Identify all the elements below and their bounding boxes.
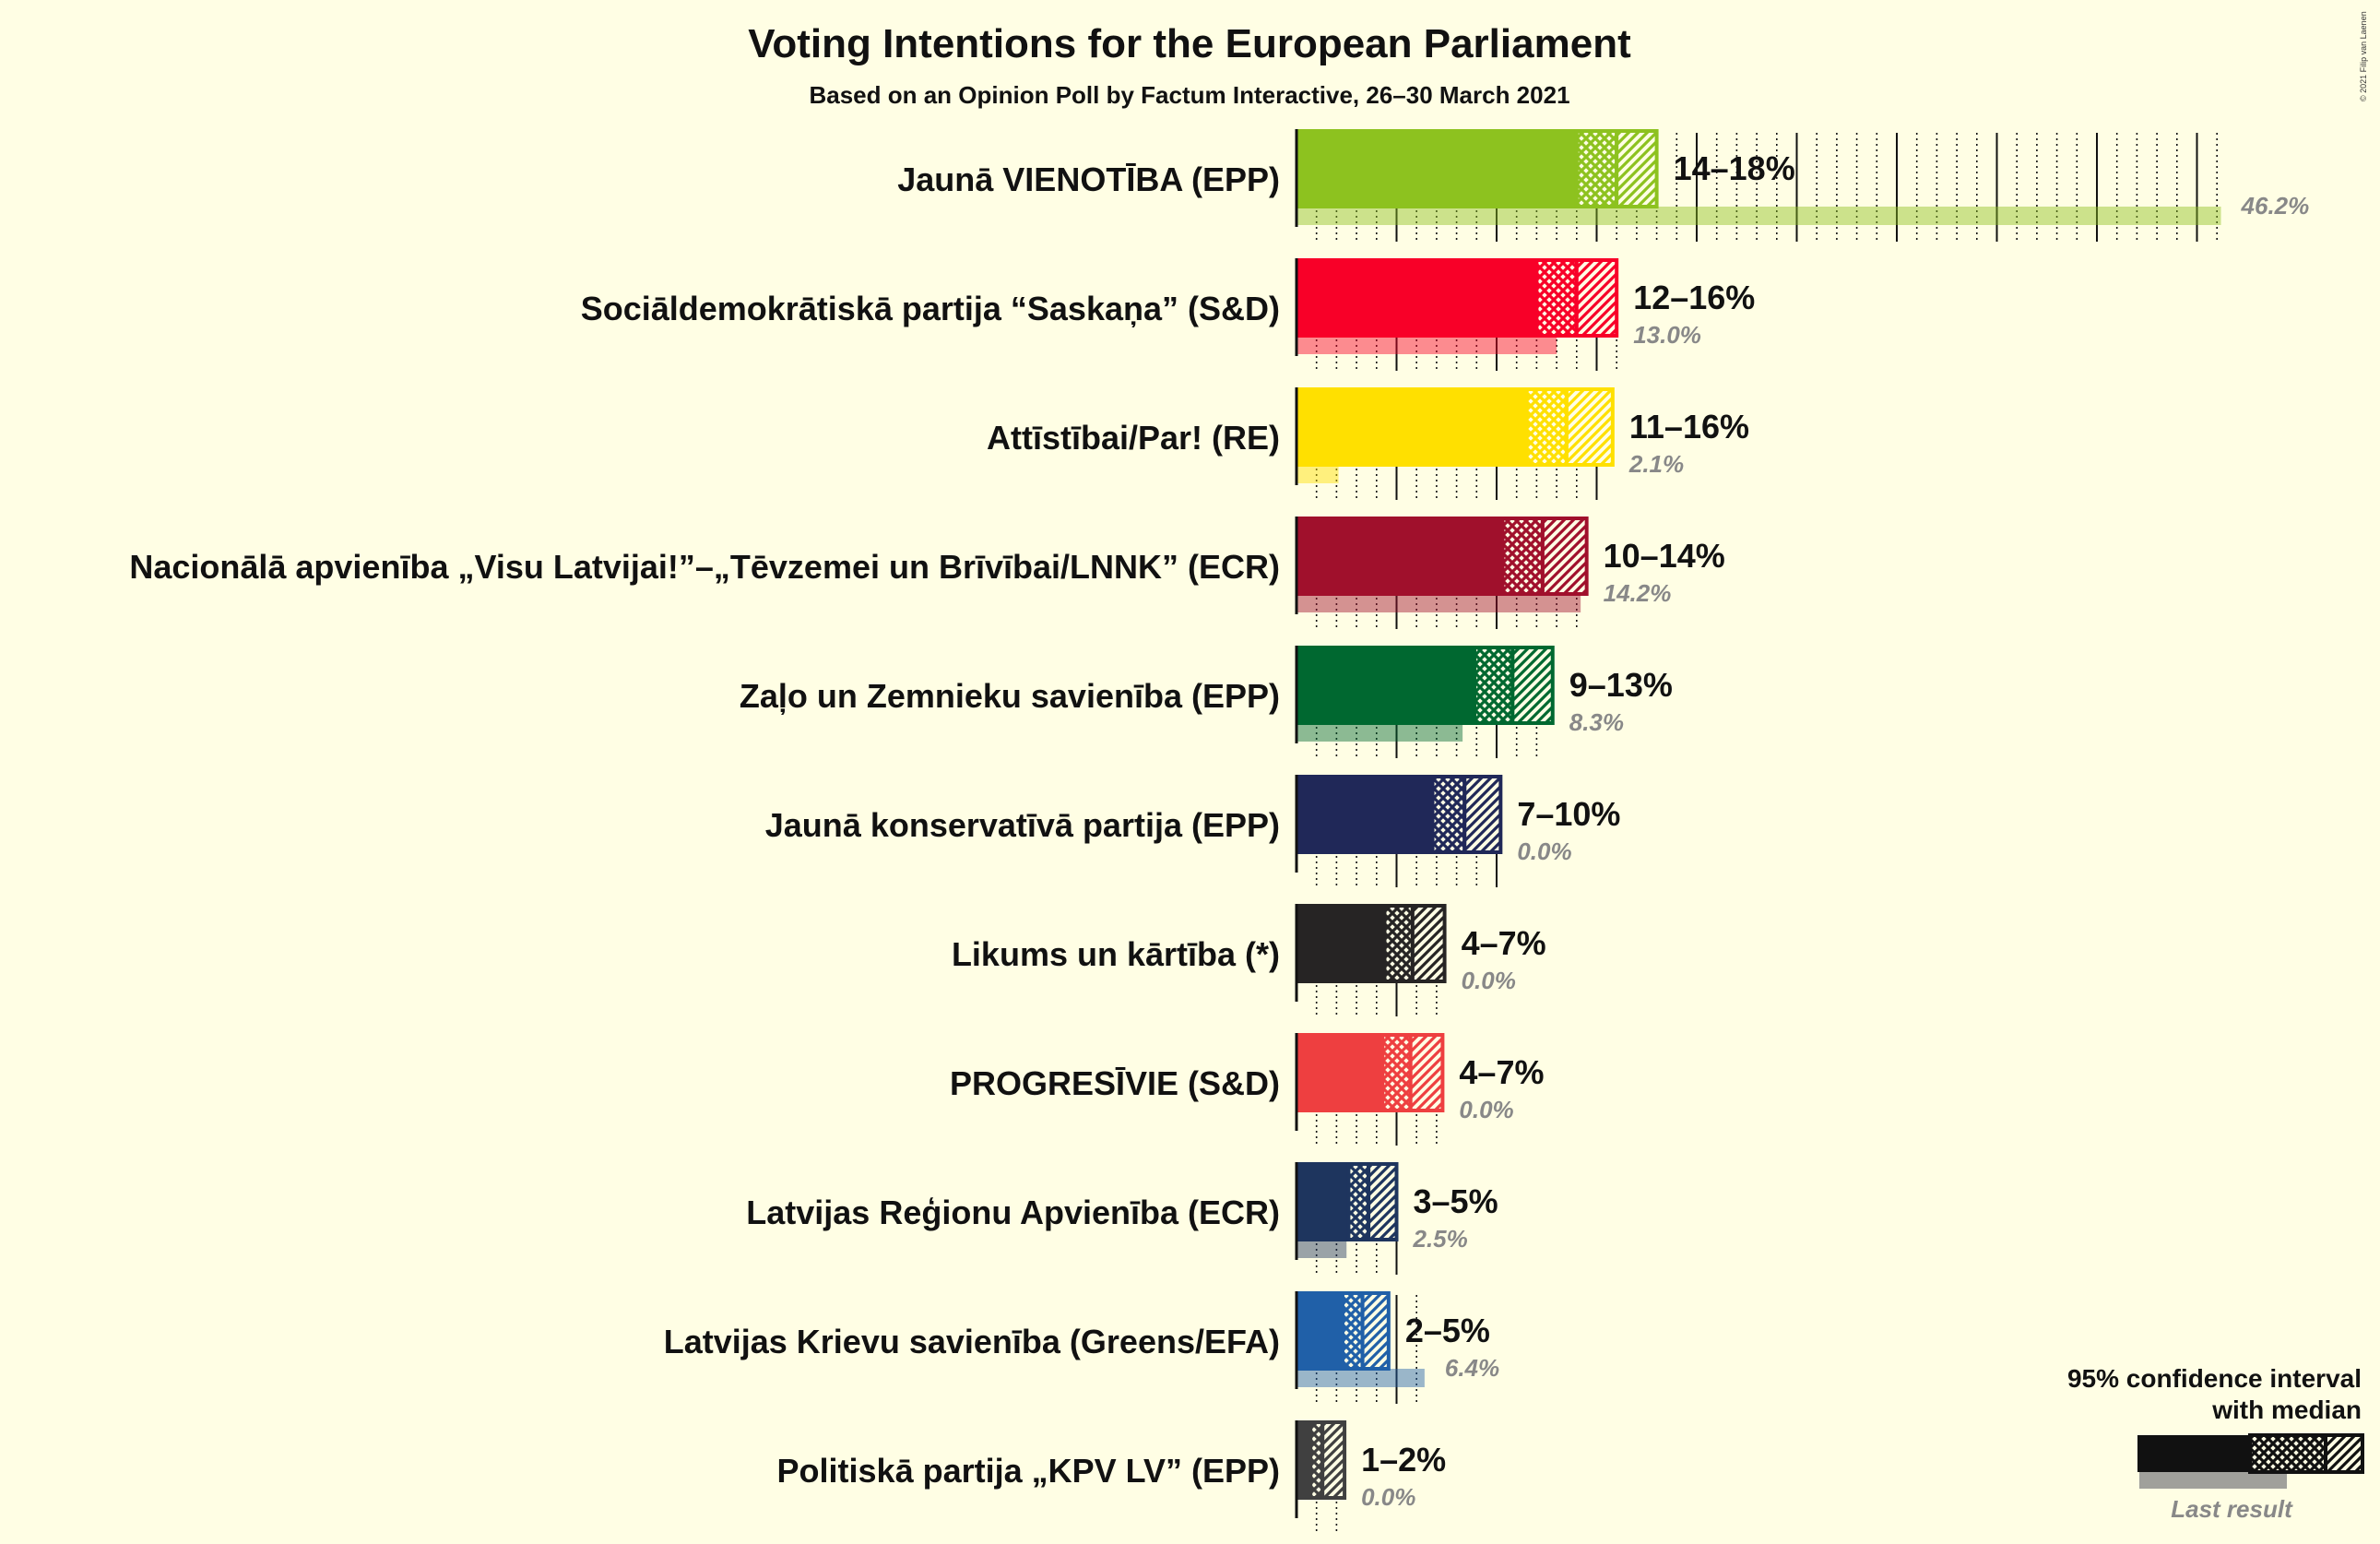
bar-solid (1297, 517, 1503, 596)
copyright: © 2021 Filip van Laenen (2359, 11, 2368, 101)
range-label: 2–5% (1405, 1312, 1490, 1349)
party-label: Jaunā VIENOTĪBA (EPP) (897, 160, 1280, 198)
last-result-label: 8.3% (1569, 708, 1624, 736)
legend-bar-hatch (2324, 1433, 2364, 1474)
party-label: Latvijas Krievu savienība (Greens/EFA) (664, 1323, 1280, 1360)
legend-last-bar (2139, 1472, 2287, 1489)
party-label: Latvijas Reģionu Apvienība (ECR) (746, 1194, 1280, 1231)
chart-title: Voting Intentions for the European Parli… (748, 21, 1631, 66)
bar-ci-upper (1462, 775, 1503, 854)
last-result-bar (1297, 723, 1463, 742)
party-row: Politiskā partija „KPV LV” (EPP) 1–2% 0.0% (777, 1420, 1446, 1533)
bar-solid (1297, 129, 1577, 208)
bar-solid (1297, 904, 1385, 983)
bar-ci-lower (1473, 646, 1515, 725)
legend-bar-cross (2248, 1433, 2327, 1474)
last-result-label: 0.0% (1459, 1096, 1513, 1123)
legend-last-result: Last result (2171, 1495, 2293, 1523)
party-label: Jaunā konservatīvā partija (EPP) (765, 806, 1280, 844)
range-label: 9–13% (1569, 666, 1673, 704)
party-row: PROGRESĪVIE (S&D) 4–7% 0.0% (950, 1033, 1544, 1146)
last-result-label: 14.2% (1604, 579, 1672, 607)
party-label: Zaļo un Zemnieku savienība (EPP) (740, 677, 1280, 715)
party-row: Nacionālā apvienība „Visu Latvijai!”–„Tē… (129, 517, 1725, 629)
party-row: Sociāldemokrātiskā partija “Saskaņa” (S&… (581, 258, 1755, 371)
party-label: Politiskā partija „KPV LV” (EPP) (777, 1452, 1280, 1490)
last-result-bar (1297, 207, 2221, 225)
bar-solid (1297, 1420, 1311, 1500)
party-row: Zaļo un Zemnieku savienība (EPP) 9–13% 8.3… (740, 646, 1673, 758)
party-label: PROGRESĪVIE (S&D) (950, 1064, 1280, 1102)
party-label: Nacionālā apvienība „Visu Latvijai!”–„Tē… (129, 548, 1280, 586)
bar-solid (1297, 1291, 1343, 1371)
last-result-label: 2.1% (1628, 450, 1684, 478)
range-label: 1–2% (1361, 1441, 1446, 1479)
last-result-label: 2.5% (1413, 1225, 1468, 1253)
party-label: Likums un kārtība (*) (952, 935, 1280, 973)
rows-group: Jaunā VIENOTĪBA (EPP) 14–18% 46.2% Sociālde… (129, 129, 2309, 1533)
bar-ci-upper (1574, 258, 1619, 338)
last-result-bar (1297, 465, 1339, 483)
bar-ci-upper (1360, 1291, 1391, 1371)
bar-solid (1297, 258, 1537, 338)
legend-line2: with median (2211, 1396, 2362, 1424)
bar-ci-lower (1574, 129, 1619, 208)
bar-ci-upper (1320, 1420, 1347, 1500)
bar-ci-lower (1524, 387, 1569, 467)
last-result-bar (1297, 1240, 1347, 1258)
bar-ci-lower (1500, 517, 1545, 596)
bar-ci-upper (1410, 904, 1447, 983)
bar-ci-lower (1534, 258, 1579, 338)
party-label: Attīstībai/Par! (RE) (987, 419, 1280, 457)
party-row: Jaunā VIENOTĪBA (EPP) 14–18% 46.2% (897, 129, 2309, 242)
party-row: Latvijas Krievu savienība (Greens/EFA) 2–… (664, 1291, 1499, 1404)
range-label: 12–16% (1633, 279, 1755, 316)
last-result-bar (1297, 336, 1557, 354)
range-label: 4–7% (1459, 1053, 1544, 1091)
bar-solid (1297, 775, 1433, 854)
bar-solid (1297, 646, 1475, 725)
last-result-label: 13.0% (1633, 321, 1701, 349)
bar-ci-upper (1408, 1033, 1445, 1112)
last-result-label: 0.0% (1462, 967, 1516, 994)
bar-ci-lower (1340, 1291, 1365, 1371)
bar-ci-lower (1382, 904, 1415, 983)
bar-ci-upper (1564, 387, 1615, 467)
legend: 95% confidence interval with median Last… (2067, 1364, 2364, 1523)
party-row: Likums un kārtība (*) 4–7% 0.0% (952, 904, 1546, 1016)
last-result-label: 46.2% (2241, 192, 2310, 220)
bar-solid (1297, 1033, 1383, 1112)
range-label: 10–14% (1604, 537, 1725, 575)
range-label: 7–10% (1517, 795, 1620, 833)
last-result-label: 0.0% (1517, 837, 1571, 865)
range-label: 3–5% (1414, 1182, 1498, 1220)
party-label: Sociāldemokrātiskā partija “Saskaņa” (S&… (581, 290, 1280, 327)
range-label: 11–16% (1629, 408, 1749, 445)
bar-ci-upper (1540, 517, 1589, 596)
party-row: Attīstībai/Par! (RE) 11–16% 2.1% (987, 387, 1749, 500)
bar-ci-lower (1346, 1162, 1371, 1241)
last-result-bar (1297, 594, 1581, 612)
last-result-bar (1297, 1369, 1425, 1387)
last-result-label: 0.0% (1361, 1483, 1415, 1511)
legend-line1: 95% confidence interval (2067, 1364, 2362, 1393)
chart-subtitle: Based on an Opinion Poll by Factum Inter… (809, 81, 1569, 109)
range-label: 14–18% (1674, 149, 1795, 187)
bar-solid (1297, 1162, 1349, 1241)
bar-ci-lower (1430, 775, 1467, 854)
bar-ci-upper (1615, 129, 1659, 208)
bar-solid (1297, 387, 1527, 467)
party-row: Jaunā konservatīvā partija (EPP) 7–10% 0.0… (765, 775, 1620, 887)
bar-ci-lower (1380, 1033, 1413, 1112)
legend-bar-solid (2137, 1435, 2250, 1472)
bar-ci-upper (1510, 646, 1555, 725)
last-result-label: 6.4% (1445, 1354, 1499, 1382)
bar-ci-upper (1367, 1162, 1399, 1241)
range-label: 4–7% (1462, 924, 1546, 962)
party-row: Latvijas Reģionu Apvienība (ECR) 3–5% 2.5% (746, 1162, 1498, 1275)
